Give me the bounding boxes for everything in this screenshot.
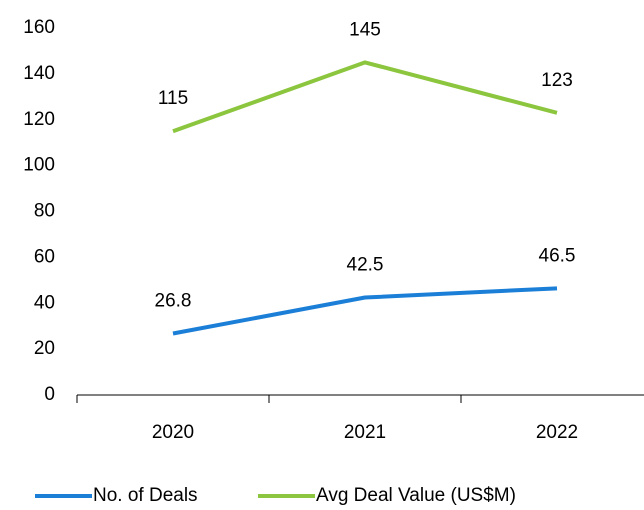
data-label: 145 bbox=[349, 19, 381, 40]
data-label: 115 bbox=[158, 88, 188, 109]
y-tick-label: 120 bbox=[23, 109, 55, 130]
data-label: 26.8 bbox=[155, 291, 192, 312]
data-label: 46.5 bbox=[539, 245, 576, 266]
y-tick-label: 20 bbox=[34, 338, 55, 359]
data-label: 123 bbox=[541, 70, 573, 91]
x-tick-label: 2022 bbox=[536, 422, 578, 443]
data-label: 42.5 bbox=[347, 255, 384, 276]
y-tick-label: 60 bbox=[34, 246, 55, 267]
y-tick-label: 0 bbox=[44, 384, 55, 405]
x-tick-label: 2020 bbox=[152, 422, 194, 443]
line-series bbox=[172, 60, 558, 134]
y-tick-label: 80 bbox=[34, 201, 55, 222]
x-tick-label: 2021 bbox=[344, 422, 386, 443]
y-tick-label: 140 bbox=[23, 63, 55, 84]
line-series bbox=[172, 286, 558, 336]
y-tick-label: 40 bbox=[34, 292, 55, 313]
y-tick-label: 100 bbox=[23, 155, 55, 176]
y-tick-label: 160 bbox=[23, 17, 55, 38]
legend-label: No. of Deals bbox=[93, 485, 198, 506]
legend-label: Avg Deal Value (US$M) bbox=[316, 485, 516, 506]
